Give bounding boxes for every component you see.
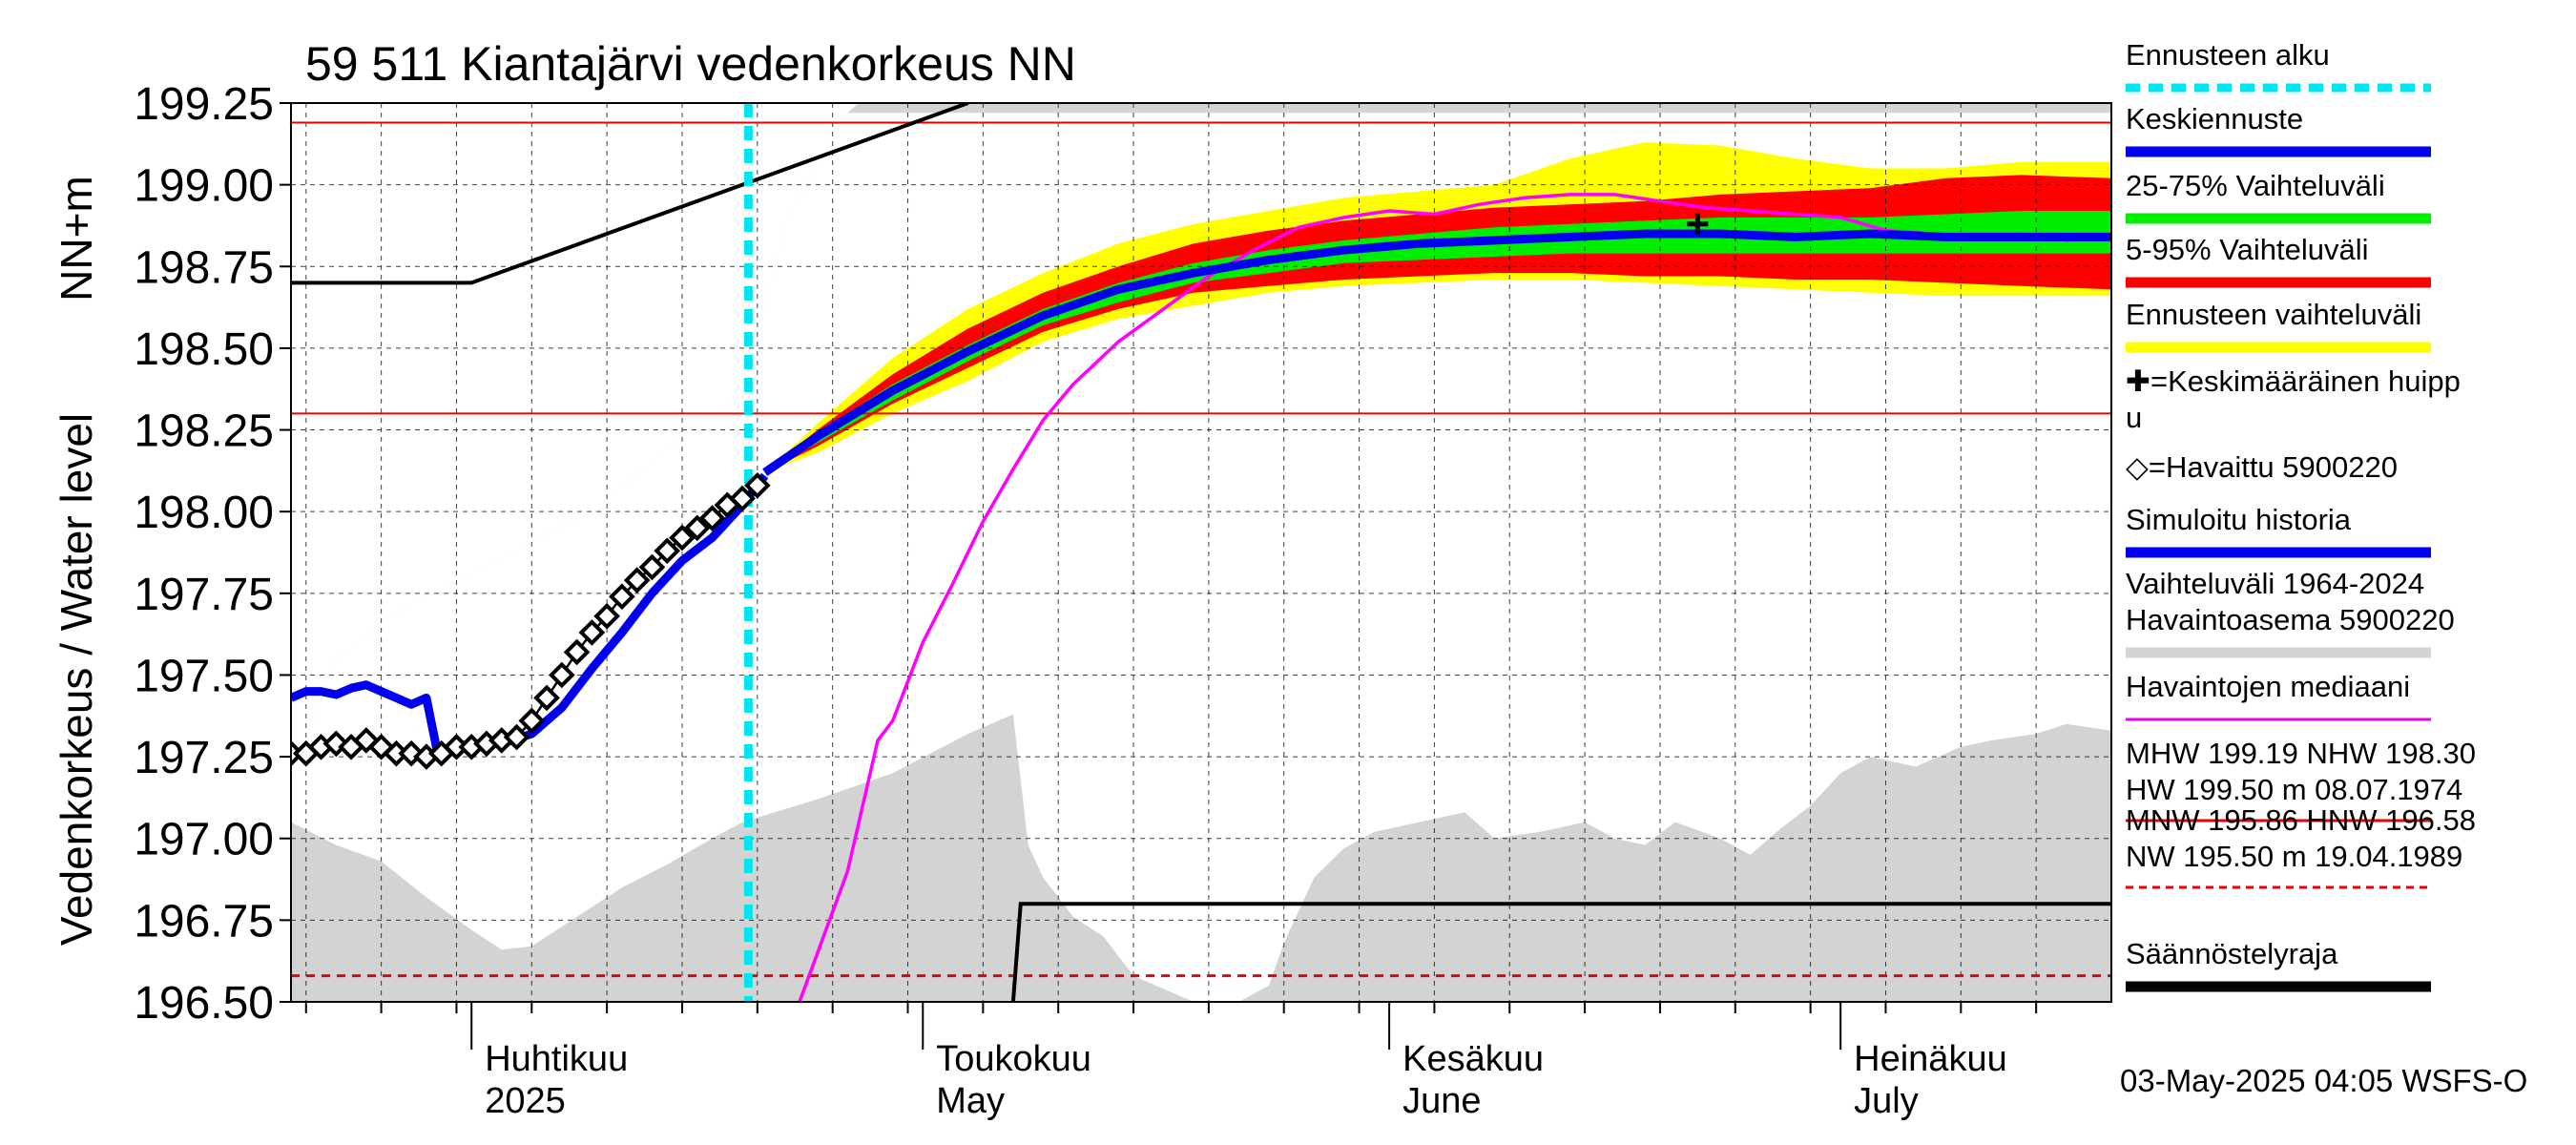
observed-point bbox=[578, 619, 606, 646]
observed-point bbox=[623, 567, 651, 593]
legend-item: Havaintojen mediaani bbox=[2126, 670, 2431, 721]
observed-point bbox=[638, 553, 666, 581]
observed-point bbox=[698, 505, 726, 531]
observed-point bbox=[503, 723, 530, 751]
legend-label: ✚=Keskimääräinen huipp bbox=[2126, 364, 2461, 398]
regulation-limit-line bbox=[291, 103, 969, 285]
x-month-label: Kesäkuu bbox=[1402, 1039, 1544, 1079]
y-axis-ticks: 199.25 199.00 198.75 198.50 198.25 198.00 197.… bbox=[134, 79, 291, 1029]
plot-border bbox=[290, 102, 2112, 1003]
observed-point bbox=[654, 537, 681, 565]
observed-point bbox=[669, 524, 696, 552]
mean-peak-marker bbox=[1687, 213, 1709, 235]
legend-label: Vaihteluväli 1964-2024 bbox=[2126, 567, 2424, 600]
legend-label: Keskiennuste bbox=[2126, 102, 2303, 135]
legend-label: Säännöstelyraja bbox=[2126, 937, 2338, 970]
observed-point bbox=[593, 602, 620, 630]
plot-grid bbox=[291, 103, 2111, 1002]
plot-lines bbox=[291, 103, 2111, 1002]
observed-point bbox=[729, 485, 756, 512]
chart-title: 59 511 Kiantajärvi vedenkorkeus NN bbox=[305, 37, 1076, 91]
y-axis-label: Vedenkorkeus / Water level bbox=[52, 413, 101, 946]
x-month-sublabel: May bbox=[936, 1081, 1005, 1121]
mean-forecast-line bbox=[762, 229, 2111, 476]
y-tick-label: 196.50 bbox=[134, 978, 274, 1029]
legend: Ennusteen alku Keskiennuste 25-75% Vaihtel… bbox=[2126, 38, 2476, 992]
y-tick-label: 197.50 bbox=[134, 651, 274, 701]
y-axis-unit: NN+m bbox=[52, 176, 101, 302]
legend-label: MHW 199.19 NHW 198.30 bbox=[2126, 737, 2476, 770]
legend-item: Keskiennuste bbox=[2126, 102, 2431, 157]
legend-label: 25-75% Vaihteluväli bbox=[2126, 169, 2385, 202]
observed-point bbox=[518, 707, 546, 735]
legend-item: Vaihteluväli 1964-2024 Havaintoasema 590… bbox=[2126, 567, 2455, 658]
y-tick-label: 198.75 bbox=[134, 242, 274, 293]
legend-item: 25-75% Vaihteluväli bbox=[2126, 169, 2431, 224]
legend-label: 5-95% Vaihteluväli bbox=[2126, 233, 2368, 266]
legend-label-line2: Havaintoasema 5900220 bbox=[2126, 603, 2455, 636]
legend-label: ◇=Havaittu 5900220 bbox=[2126, 450, 2398, 484]
legend-item: Säännöstelyraja bbox=[2126, 937, 2431, 992]
observed-point bbox=[683, 514, 711, 542]
y-tick-label: 197.75 bbox=[134, 570, 274, 620]
regulation-limit-line bbox=[1010, 902, 2111, 1002]
y-tick-label: 199.25 bbox=[134, 79, 274, 130]
footer-timestamp: 03-May-2025 04:05 WSFS-O bbox=[2120, 1063, 2527, 1098]
x-month-sublabel: 2025 bbox=[485, 1081, 566, 1121]
x-month-label: Toukokuu bbox=[936, 1039, 1091, 1079]
legend-label: Simuloitu historia bbox=[2126, 503, 2352, 536]
observed-point bbox=[563, 638, 591, 666]
observed-point bbox=[549, 661, 575, 689]
y-tick-label: 196.75 bbox=[134, 896, 274, 947]
legend-label: Ennusteen vaihteluväli bbox=[2126, 298, 2421, 331]
legend-label-line2: NW 195.50 m 19.04.1989 bbox=[2126, 840, 2462, 873]
legend-label: Havaintojen mediaani bbox=[2126, 670, 2410, 703]
plot-frame bbox=[290, 102, 2112, 1003]
legend-item: Simuloitu historia bbox=[2126, 503, 2431, 558]
legend-item: Ennusteen alku bbox=[2126, 38, 2431, 93]
x-month-sublabel: July bbox=[1854, 1081, 1919, 1121]
observed-point bbox=[743, 471, 771, 499]
observed-point bbox=[609, 583, 635, 611]
x-month-label: Heinäkuu bbox=[1854, 1039, 2007, 1079]
legend-label-line2: HW 199.50 m 08.07.1974 bbox=[2126, 773, 2462, 806]
y-tick-label: 197.00 bbox=[134, 815, 274, 865]
legend-item: ◇=Havaittu 5900220 bbox=[2126, 450, 2398, 484]
legend-label: MNW 195.86 HNW 196.58 bbox=[2126, 803, 2476, 837]
legend-item: Ennusteen vaihteluväli bbox=[2126, 298, 2431, 353]
y-tick-label: 198.25 bbox=[134, 406, 274, 457]
legend-item: 5-95% Vaihteluväli bbox=[2126, 233, 2431, 288]
y-tick-label: 198.00 bbox=[134, 488, 274, 538]
observed-point bbox=[533, 684, 560, 712]
legend-label-line2: u bbox=[2126, 401, 2142, 434]
x-month-sublabel: June bbox=[1402, 1081, 1481, 1121]
observed-median-line bbox=[798, 193, 2111, 1002]
legend-label: Ennusteen alku bbox=[2126, 38, 2330, 72]
x-month-label: Huhtikuu bbox=[485, 1039, 628, 1079]
y-tick-label: 199.00 bbox=[134, 161, 274, 212]
y-tick-label: 197.25 bbox=[134, 733, 274, 783]
y-tick-label: 198.50 bbox=[134, 324, 274, 375]
